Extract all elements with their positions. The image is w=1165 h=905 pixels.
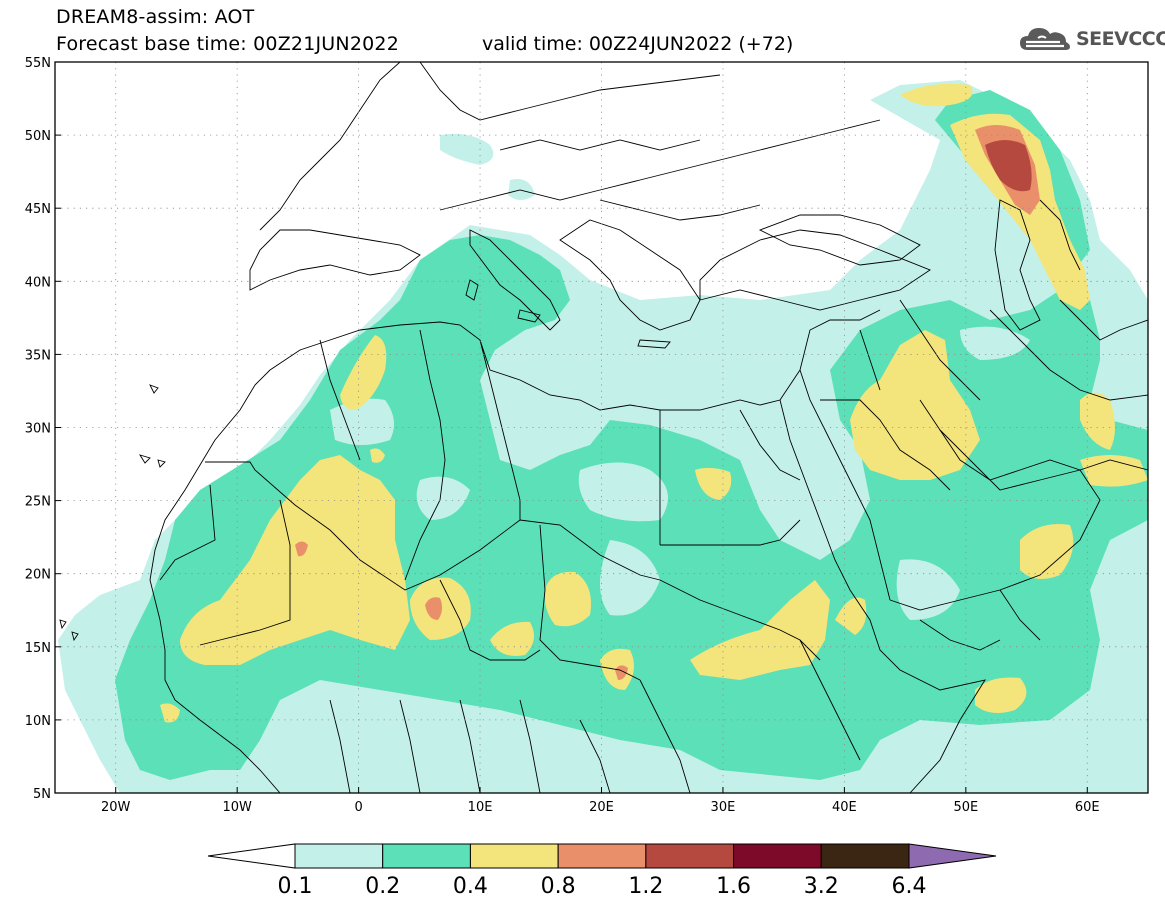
colorbar-box bbox=[382, 843, 471, 869]
colorbar-label: 1.2 bbox=[628, 874, 663, 899]
lon-tick-label: 20E bbox=[589, 800, 614, 815]
colorbar-min-arrow bbox=[207, 843, 296, 869]
colorbar-box bbox=[645, 843, 735, 869]
colorbar-label: 0.1 bbox=[278, 874, 313, 899]
seevccc-logo: SEEVCCC bbox=[1018, 24, 1165, 54]
lat-tick-label: 50N bbox=[25, 129, 51, 144]
lat-tick-label: 55N bbox=[25, 56, 51, 71]
colorbar-label: 0.2 bbox=[365, 874, 400, 899]
lon-tick-label: 50E bbox=[953, 800, 978, 815]
lon-tick-label: 10W bbox=[222, 800, 252, 815]
colorbar-max-arrow bbox=[908, 843, 997, 869]
colorbar-label: 1.6 bbox=[716, 874, 751, 899]
colorbar-label: 0.8 bbox=[541, 874, 576, 899]
longitude-axis: 20W 10W 0 10E 20E 30E 40E 50E 60E bbox=[101, 787, 1100, 815]
cloud-icon bbox=[1020, 28, 1070, 50]
lat-tick-label: 10N bbox=[25, 714, 51, 729]
lat-tick-label: 35N bbox=[25, 348, 51, 363]
lat-tick-label: 45N bbox=[25, 202, 51, 217]
colorbar: 0.1 0.2 0.4 0.8 1.2 1.6 3.2 6.4 bbox=[207, 843, 997, 899]
valid-time: valid time: 00Z24JUN2022 (+72) bbox=[482, 33, 794, 55]
map-title: DREAM8-assim: AOT bbox=[56, 6, 255, 28]
aot-field bbox=[58, 80, 1148, 793]
lon-tick-label: 20W bbox=[101, 800, 131, 815]
lat-tick-label: 40N bbox=[25, 275, 51, 290]
colorbar-box bbox=[557, 843, 647, 869]
lon-tick-label: 40E bbox=[832, 800, 857, 815]
forecast-base-time: Forecast base time: 00Z21JUN2022 bbox=[56, 33, 399, 55]
lon-tick-label: 10E bbox=[468, 800, 493, 815]
lon-tick-label: 60E bbox=[1075, 800, 1100, 815]
lat-tick-label: 20N bbox=[25, 568, 51, 583]
latitude-axis: 55N 50N 45N 40N 35N 30N 25N 20N 15N 10N 5N bbox=[25, 56, 61, 802]
colorbar-label: 6.4 bbox=[892, 874, 927, 899]
colorbar-box bbox=[469, 843, 559, 869]
colorbar-box bbox=[733, 843, 822, 869]
colorbar-label: 3.2 bbox=[804, 874, 839, 899]
lat-tick-label: 25N bbox=[25, 495, 51, 510]
lon-tick-label: 30E bbox=[711, 800, 736, 815]
lon-tick-label: 0 bbox=[354, 800, 362, 815]
lat-tick-label: 30N bbox=[25, 422, 51, 437]
coastlines-borders bbox=[59, 62, 1148, 793]
colorbar-label: 0.4 bbox=[453, 874, 488, 899]
logo-text: SEEVCCC bbox=[1076, 28, 1165, 50]
lat-tick-label: 5N bbox=[33, 787, 51, 802]
colorbar-box bbox=[820, 843, 910, 869]
colorbar-box bbox=[294, 843, 384, 869]
lat-tick-label: 15N bbox=[25, 641, 51, 656]
